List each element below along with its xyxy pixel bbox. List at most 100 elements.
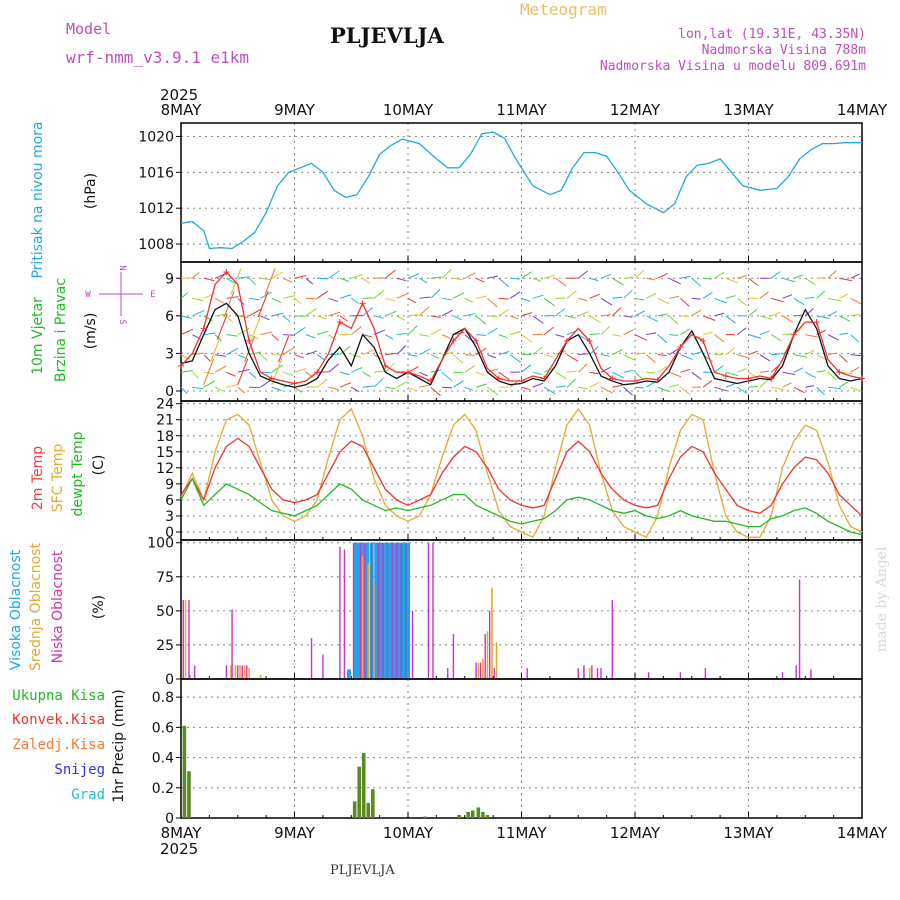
cloud-bar: [491, 587, 493, 679]
wind-barb: [328, 297, 339, 303]
bottom-date-label: 14MAY: [837, 824, 888, 842]
wind-barb: [804, 308, 814, 317]
temp-2m-line: [180, 437, 863, 517]
cloud-bar: [230, 665, 232, 679]
wind-barb: [419, 334, 430, 337]
cloud-bar: [182, 599, 184, 679]
wind-barb: [770, 334, 782, 342]
wind-barb: [714, 297, 727, 304]
wind-barb: [441, 268, 452, 279]
wind-barb: [555, 385, 566, 388]
cloud-bar: [310, 638, 313, 679]
cloud-bar: [189, 674, 191, 679]
pressure-labels: Pritisak na nivou mora (hPa): [30, 121, 99, 278]
cloud-bar: [370, 542, 373, 679]
wind-barb: [543, 386, 556, 395]
wind-barb: [646, 371, 656, 374]
wind-barb: [782, 333, 792, 336]
wind-barb: [283, 295, 295, 299]
top-date-axis: 8MAY 9MAY 10MAY 11MAY 12MAY 13MAY 14MAY: [161, 101, 888, 119]
wind-barb: [385, 386, 396, 390]
wind-barb: [578, 311, 589, 317]
wind-barb: [555, 277, 567, 287]
wind-barb: [271, 364, 283, 373]
wind-barb: [203, 358, 215, 385]
wind-barb: [771, 297, 784, 303]
cloud-bar: [583, 665, 585, 679]
wind-barb: [850, 297, 862, 305]
wind-barb: [339, 277, 350, 283]
wind-barb: [339, 346, 351, 356]
wind-barb: [691, 297, 701, 300]
gust-marker: [291, 380, 298, 387]
y-tick-label: 0: [165, 525, 174, 541]
wind-barb: [759, 291, 769, 299]
wind-barb: [805, 297, 815, 299]
wind-barb: [805, 371, 817, 379]
wind-barb: [737, 275, 747, 279]
wind-barb: [646, 292, 657, 299]
wind-barb: [827, 311, 838, 317]
precip-bar: [187, 771, 191, 818]
wind-barb: [396, 345, 407, 356]
gust-marker: [700, 337, 707, 344]
wind-barb: [453, 277, 464, 281]
wind-barb: [339, 371, 350, 376]
wind-barb: [476, 334, 487, 336]
wind-barb: [226, 384, 239, 388]
bottom-date-label: 11MAY: [496, 824, 547, 842]
cloud-bar: [647, 672, 650, 679]
top-date-label: 8MAY: [161, 101, 203, 119]
wind-barb: [351, 354, 362, 358]
wind-barb: [838, 354, 848, 363]
wind-barb: [612, 334, 622, 337]
wind-barb: [827, 371, 837, 381]
wind-barb: [521, 364, 532, 373]
y-tick-label: 3: [165, 509, 174, 525]
bottom-date-label: 10MAY: [383, 824, 434, 842]
cloud-bar: [373, 583, 375, 679]
wind-barb: [407, 314, 419, 317]
wind-barb: [475, 383, 487, 388]
wind-barb: [680, 354, 693, 360]
wind-barb: [816, 386, 825, 396]
wind-unit: (m/s): [83, 313, 99, 350]
cloud-bar: [243, 665, 246, 679]
cloud-bar: [387, 542, 392, 679]
wind-barb: [305, 297, 317, 300]
cloud-bar: [489, 610, 491, 679]
cloud-bar: [427, 542, 430, 679]
wind-barb: [600, 273, 612, 279]
wind-barb: [453, 380, 464, 388]
wind-barb: [759, 379, 769, 388]
wind-barb: [668, 277, 681, 285]
wind-barb: [850, 273, 860, 279]
gust-marker: [790, 331, 797, 338]
wind-barb: [180, 328, 194, 336]
wind-barb: [736, 327, 747, 336]
wind-panel: 0 3 6 9: [165, 261, 865, 402]
wind-barb: [646, 277, 656, 281]
wind-barb: [691, 309, 702, 317]
wind-barb: [805, 349, 815, 356]
wind-barb: [362, 349, 374, 356]
wind-barb: [555, 334, 565, 338]
y-tick-label: 0.2: [152, 781, 174, 797]
wind-barb: [453, 354, 464, 364]
precip-panel: 0 0.2 0.4 0.6 0.8: [152, 678, 863, 827]
cloud-bar: [611, 599, 613, 679]
wind-barb: [714, 272, 725, 279]
wind-barb: [250, 313, 262, 340]
wind-barb: [430, 386, 441, 397]
cloud-bar: [810, 669, 812, 679]
wind-barb: [305, 277, 314, 285]
wind-barb: [214, 354, 227, 357]
cloud-bar: [588, 668, 591, 679]
compass-south: S: [117, 319, 127, 324]
gust-marker: [268, 375, 275, 382]
wind-barb: [623, 289, 633, 299]
wind-barb: [203, 371, 215, 375]
precip-label-5: Grad: [71, 787, 105, 803]
meteogram-title: Meteogram: [520, 0, 607, 19]
wind-barb: [600, 326, 611, 335]
